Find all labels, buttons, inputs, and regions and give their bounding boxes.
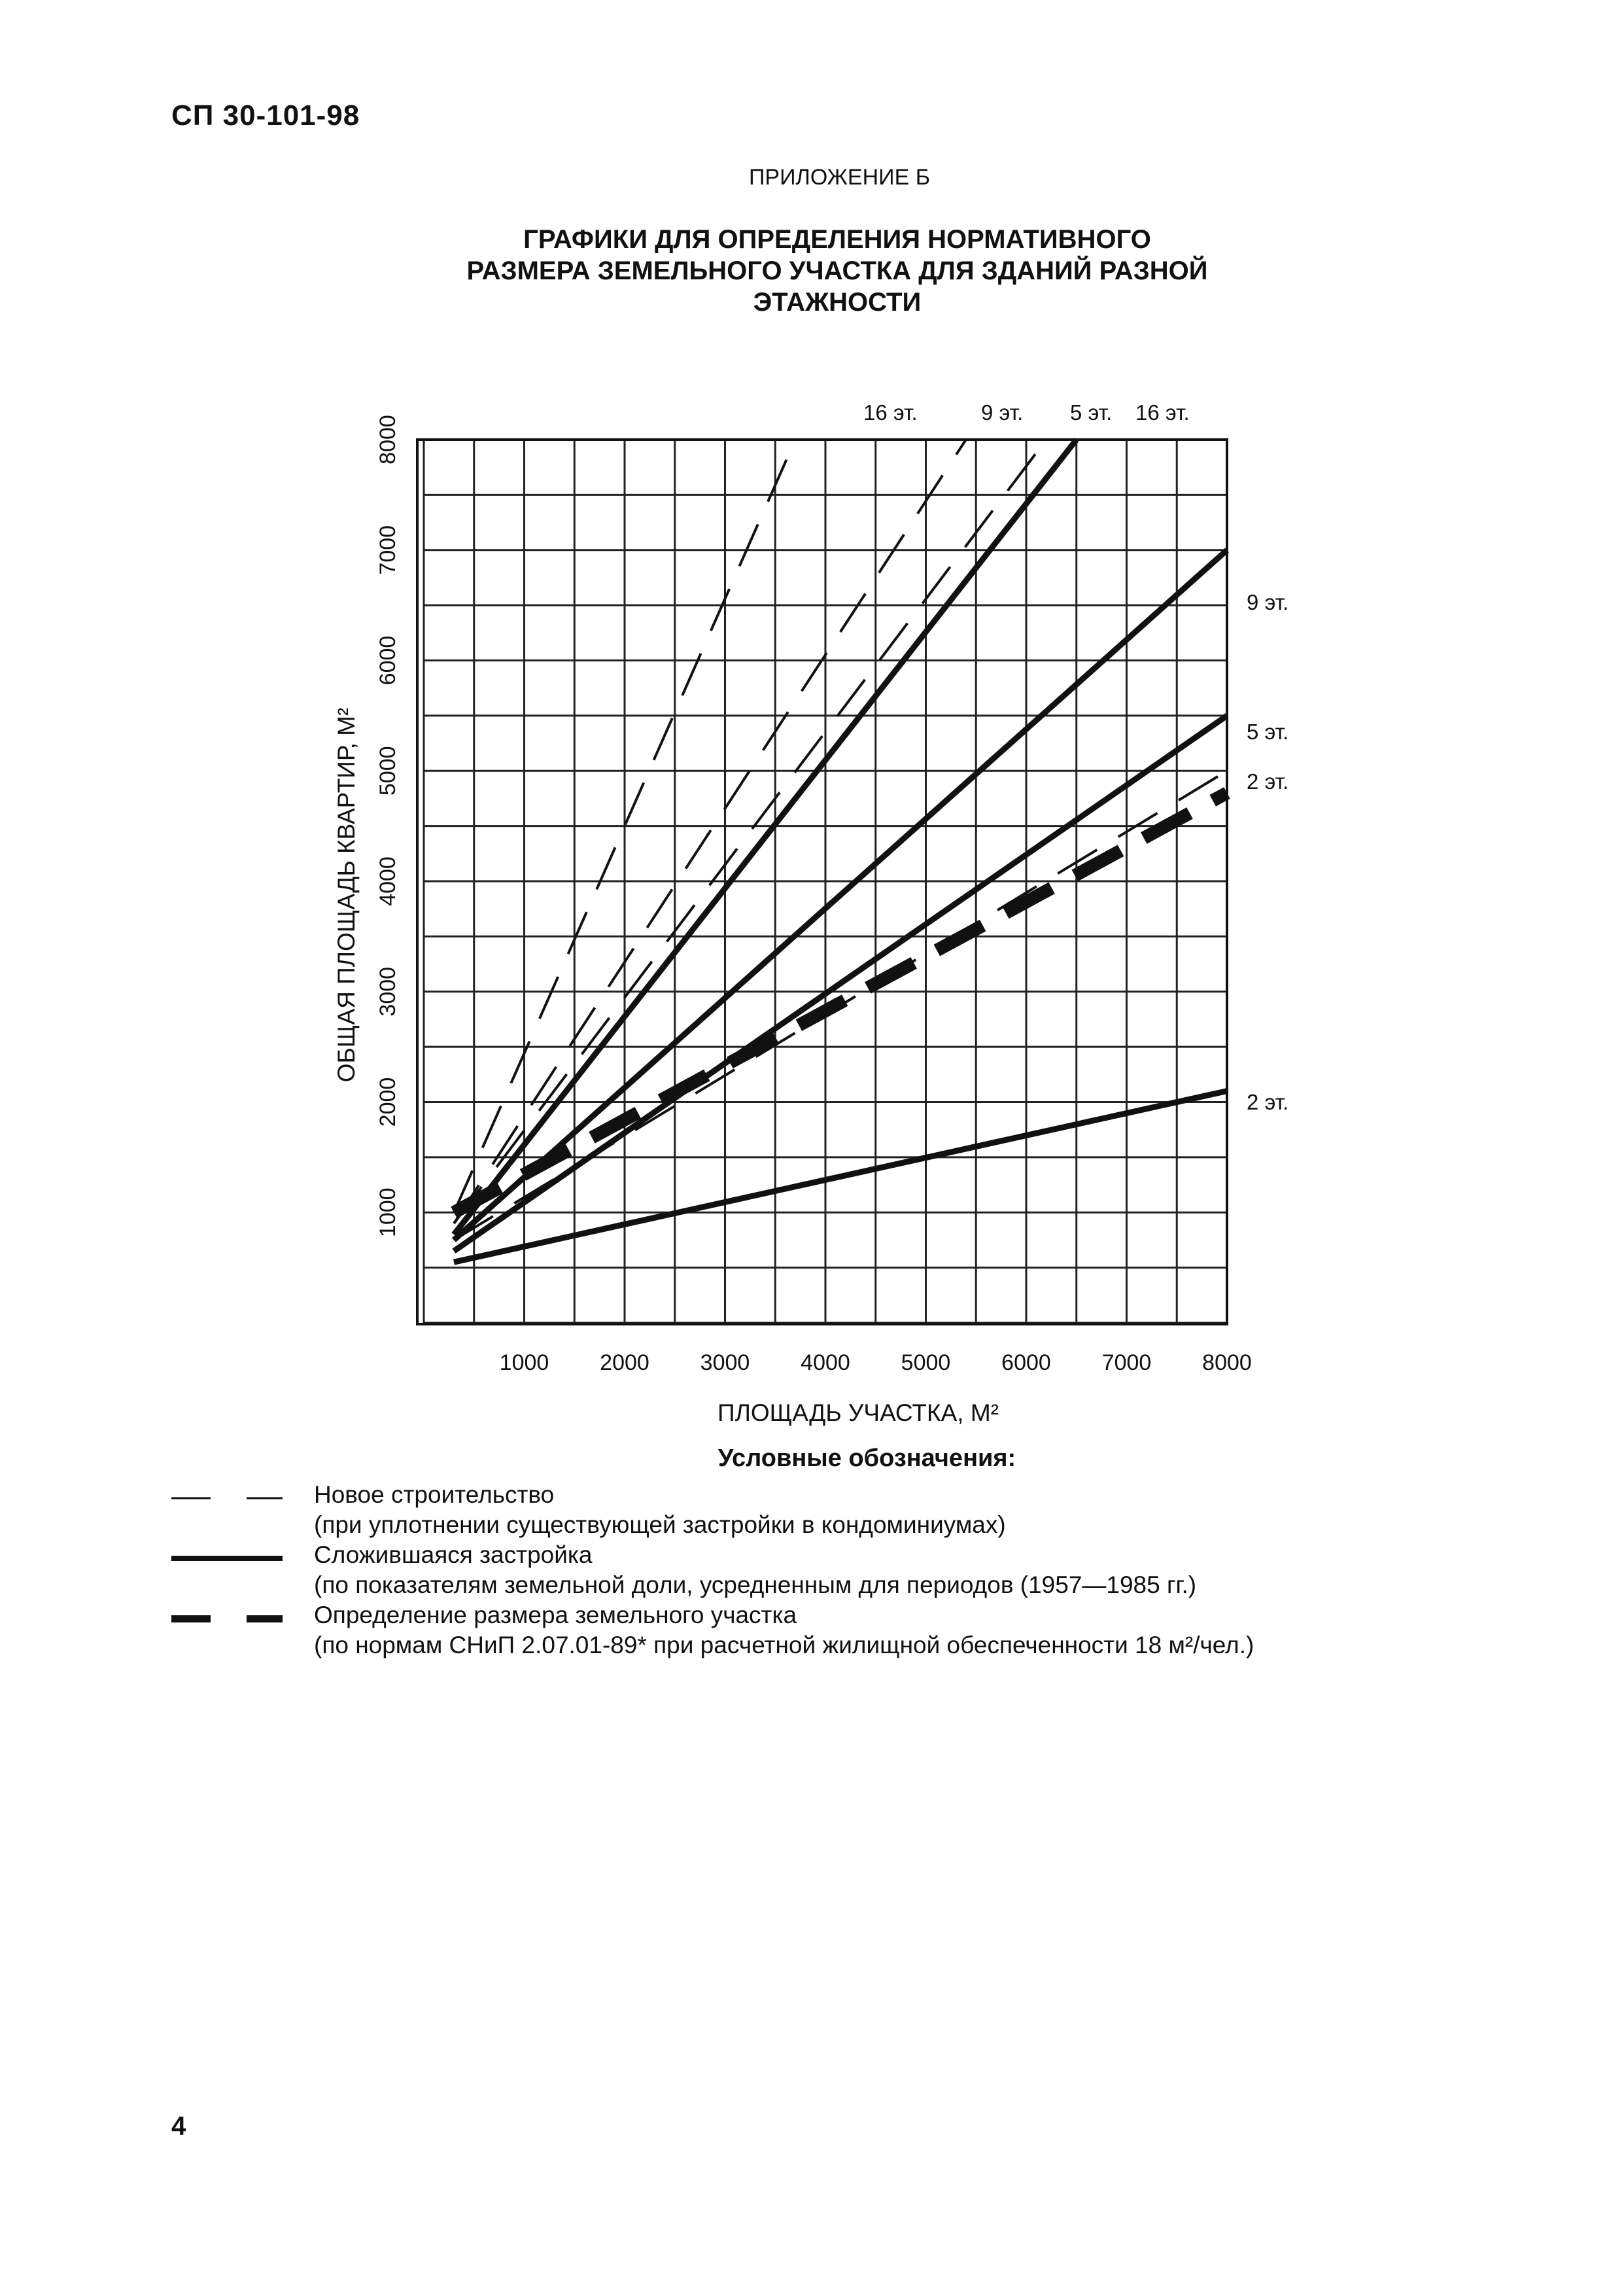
legend-item-1-line-1: Новое строительство (314, 1481, 555, 1508)
series-line-solid (453, 1088, 1228, 1265)
series-line-dashed (453, 438, 1048, 1225)
y-tick-label: 6000 (375, 636, 400, 686)
document-code: СП 30-101-98 (171, 99, 360, 131)
y-tick-label: 7000 (375, 525, 400, 575)
chart-grid (423, 438, 1228, 1324)
x-tick-label: 2000 (600, 1350, 649, 1375)
series-label-top: 9 эт. (981, 400, 1023, 425)
series-label-top: 16 эт. (1135, 400, 1190, 425)
x-tick-label: 4000 (801, 1350, 850, 1375)
y-tick-label: 3000 (375, 967, 400, 1017)
x-tick-label: 5000 (901, 1350, 951, 1375)
plot-frame (416, 438, 1228, 1325)
series-line-solid (452, 548, 1229, 1242)
legend-item-2-line-2: (по показателям земельной доли, усреднен… (314, 1571, 1197, 1598)
series-label-right: 2 эт. (1247, 1090, 1288, 1114)
x-tick-label: 8000 (1202, 1350, 1252, 1375)
legend-dashed-symbol (171, 1497, 283, 1499)
legend-solid-symbol (171, 1556, 283, 1561)
series-label-top: 5 эт. (1070, 400, 1112, 425)
page-title: ГРАФИКИ ДЛЯ ОПРЕДЕЛЕНИЯ НОРМАТИВНОГО РАЗ… (327, 224, 1347, 318)
series-line-bold-dashed (451, 787, 1230, 1219)
y-axis-title: ОБЩАЯ ПЛОЩАДЬ КВАРТИР, М² (333, 708, 360, 1083)
legend-bold-dashed-symbol (171, 1615, 283, 1622)
series-line-solid (451, 438, 1079, 1236)
page-number: 4 (171, 2112, 186, 2141)
legend-item-2-line-1: Сложившаяся застройка (314, 1541, 593, 1568)
series-label-right: 9 эт. (1247, 590, 1288, 614)
series-line-dashed (453, 438, 967, 1225)
chart-frame (416, 438, 1228, 1325)
series-label-right: 5 эт. (1247, 720, 1288, 744)
title-line-2: РАЗМЕРА ЗЕМЕЛЬНОГО УЧАСТКА ДЛЯ ЗДАНИЙ РА… (466, 256, 1208, 285)
title-line-3: ЭТАЖНОСТИ (753, 288, 922, 317)
x-tick-label: 1000 (500, 1350, 549, 1375)
y-tick-label: 5000 (375, 746, 400, 796)
x-tick-label: 3000 (700, 1350, 750, 1375)
series-line-solid (452, 713, 1229, 1253)
chart-series (451, 438, 1230, 1265)
series-label-right: 2 эт. (1247, 769, 1288, 794)
legend-item-3-line-1: Определение размера земельного участка (314, 1602, 797, 1628)
x-axis-title: ПЛОЩАДЬ УЧАСТКА, М² (717, 1399, 999, 1426)
y-tick-label: 8000 (375, 415, 400, 464)
x-tick-label: 7000 (1102, 1350, 1152, 1375)
chart-labels: 1000 2000 3000 4000 5000 6000 7000 8000 1000 2000… (333, 400, 1288, 1426)
y-tick-label: 4000 (375, 856, 400, 906)
y-tick-label: 2000 (375, 1077, 400, 1127)
x-tick-label: 6000 (1001, 1350, 1051, 1375)
y-tick-label: 1000 (375, 1187, 400, 1237)
series-label-top: 16 эт. (863, 400, 918, 425)
title-line-1: ГРАФИКИ ДЛЯ ОПРЕДЕЛЕНИЯ НОРМАТИВНОГО (523, 225, 1151, 254)
legend-item-3-line-2: (по нормам СНиП 2.07.01-89* при расчетно… (314, 1632, 1254, 1658)
legend-heading: Условные обозначения: (717, 1445, 1016, 1472)
appendix-label: ПРИЛОЖЕНИЕ Б (748, 165, 931, 190)
legend-item-1-line-2: (при уплотнении существующей застройки в… (314, 1511, 1006, 1538)
